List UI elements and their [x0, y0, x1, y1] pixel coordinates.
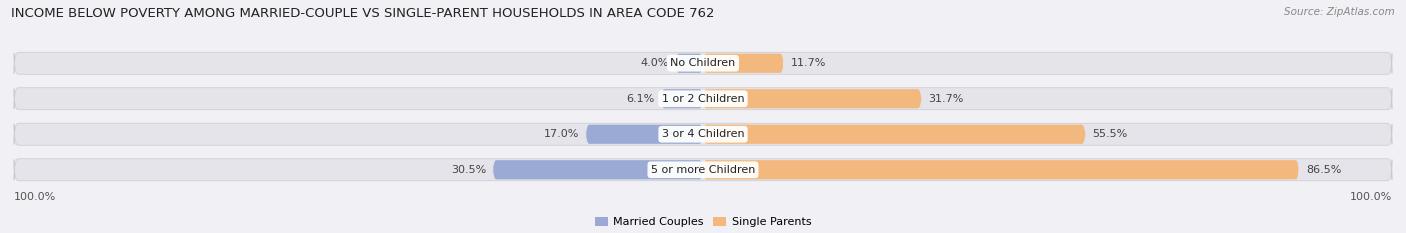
Text: 17.0%: 17.0%: [544, 129, 579, 139]
Text: 6.1%: 6.1%: [626, 94, 654, 104]
Text: 3 or 4 Children: 3 or 4 Children: [662, 129, 744, 139]
FancyBboxPatch shape: [703, 125, 1085, 144]
FancyBboxPatch shape: [586, 125, 703, 144]
Text: 30.5%: 30.5%: [451, 165, 486, 175]
FancyBboxPatch shape: [675, 54, 703, 73]
Text: 5 or more Children: 5 or more Children: [651, 165, 755, 175]
Text: 100.0%: 100.0%: [14, 192, 56, 202]
Text: 55.5%: 55.5%: [1092, 129, 1128, 139]
FancyBboxPatch shape: [661, 89, 703, 108]
FancyBboxPatch shape: [14, 159, 1392, 181]
Text: 86.5%: 86.5%: [1306, 165, 1341, 175]
FancyBboxPatch shape: [14, 123, 1392, 145]
Text: INCOME BELOW POVERTY AMONG MARRIED-COUPLE VS SINGLE-PARENT HOUSEHOLDS IN AREA CO: INCOME BELOW POVERTY AMONG MARRIED-COUPL…: [11, 7, 714, 20]
Text: 100.0%: 100.0%: [1350, 192, 1392, 202]
FancyBboxPatch shape: [703, 160, 1299, 179]
Legend: Married Couples, Single Parents: Married Couples, Single Parents: [595, 217, 811, 227]
FancyBboxPatch shape: [703, 89, 921, 108]
FancyBboxPatch shape: [703, 54, 783, 73]
FancyBboxPatch shape: [14, 52, 1392, 74]
Text: 11.7%: 11.7%: [790, 58, 825, 68]
FancyBboxPatch shape: [14, 88, 1392, 110]
Text: 31.7%: 31.7%: [928, 94, 963, 104]
Text: Source: ZipAtlas.com: Source: ZipAtlas.com: [1284, 7, 1395, 17]
Text: No Children: No Children: [671, 58, 735, 68]
FancyBboxPatch shape: [494, 160, 703, 179]
Text: 4.0%: 4.0%: [640, 58, 669, 68]
Text: 1 or 2 Children: 1 or 2 Children: [662, 94, 744, 104]
